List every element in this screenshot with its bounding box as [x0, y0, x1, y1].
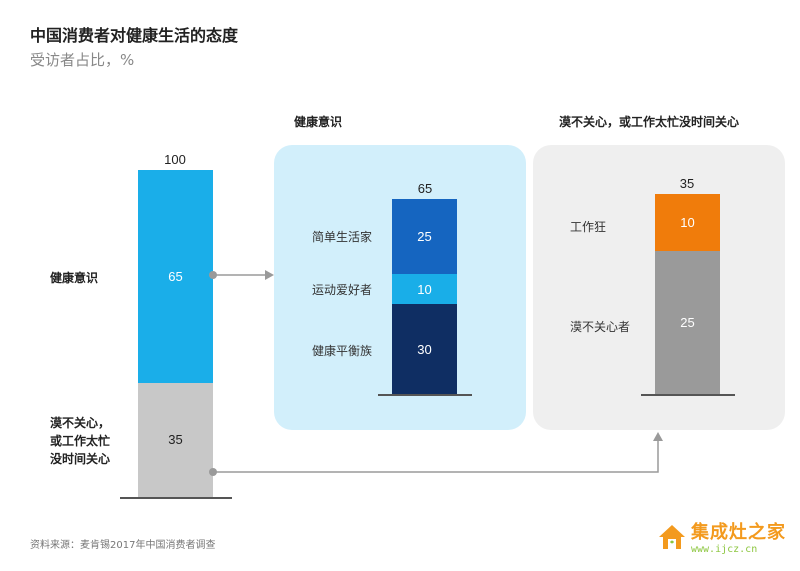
chart-subtitle: 受访者占比，%: [30, 51, 135, 69]
main-bar-baseline: [120, 497, 232, 499]
left-label-apathy-line-2: 或工作太忙: [50, 434, 111, 448]
apathy-bar-value-indifferent: 25: [680, 315, 695, 331]
health-bar-segment-sports-lover: 10: [392, 274, 457, 304]
connector-line-apathy: [213, 440, 659, 473]
health-label-balanced: 健康平衡族: [312, 344, 373, 358]
health-bar-total: 65: [417, 181, 433, 196]
health-bar-segment-simple-living: 25: [392, 199, 457, 274]
apathy-bar-total: 35: [679, 176, 695, 192]
health-bar-baseline: [378, 394, 472, 396]
left-label-health: 健康意识: [50, 271, 99, 285]
left-label-apathy: 漠不关心， 或工作太忙 没时间关心: [50, 414, 110, 468]
main-bar-total: 100: [164, 152, 186, 167]
health-bar-segment-balanced: 30: [392, 304, 457, 394]
main-bar-value-health: 65: [168, 268, 183, 284]
source-note: 资料来源：麦肯锡2017年中国消费者调查: [30, 540, 216, 551]
connector-arrowhead-apathy: [653, 432, 663, 441]
apathy-bar-segment-indifferent: 25: [655, 251, 720, 394]
health-label-simple-living: 简单生活家: [312, 230, 373, 244]
apathy-label-workaholic: 工作狂: [570, 220, 607, 234]
health-panel-title: 健康意识: [294, 115, 343, 129]
apathy-panel-title: 漠不关心，或工作太忙没时间关心: [559, 115, 740, 129]
main-bar-segment-apathy: 35: [138, 382, 213, 497]
house-logo-icon: [659, 524, 685, 549]
health-bar-value-balanced: 30: [417, 341, 432, 357]
apathy-bar-segment-workaholic: 10: [655, 194, 720, 252]
connector-arrowhead-health: [265, 270, 274, 280]
health-bar-value-sports-lover: 10: [417, 281, 432, 297]
left-label-apathy-line-3: 没时间关心: [50, 452, 111, 466]
chart-title: 中国消费者对健康生活的态度: [30, 26, 239, 45]
health-bar-value-simple-living: 25: [417, 229, 432, 244]
main-bar-segment-health: 65: [138, 170, 213, 383]
watermark: 集成灶之家 www.ijcz.cn: [657, 518, 786, 555]
watermark-brand: 集成灶之家: [691, 522, 786, 543]
main-bar-value-apathy: 35: [168, 432, 183, 448]
apathy-bar-value-workaholic: 10: [680, 215, 695, 231]
apathy-bar-baseline: [641, 394, 735, 396]
watermark-url: www.ijcz.cn: [691, 544, 758, 555]
health-label-sports-lover: 运动爱好者: [312, 283, 373, 297]
left-label-apathy-line-1: 漠不关心，: [50, 416, 111, 430]
apathy-label-indifferent: 漠不关心者: [570, 320, 631, 334]
